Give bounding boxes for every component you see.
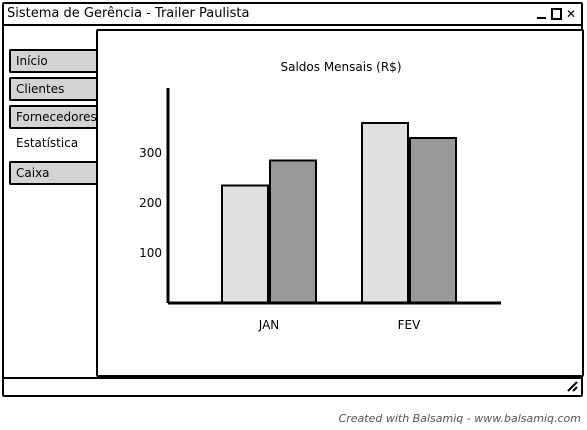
status-bar [4, 377, 581, 395]
tab-estatistica[interactable]: Estatística [11, 133, 100, 157]
bar-jan-2 [269, 159, 317, 304]
close-button[interactable]: ✕ [565, 7, 577, 21]
x-tick-label: FEV [398, 318, 421, 332]
window-controls: ✕ [535, 5, 577, 23]
balsamiq-credit: Created with Balsamiq - www.balsamiq.com [338, 412, 581, 425]
minimize-icon [536, 17, 546, 19]
tab-caixa[interactable]: Caixa [9, 161, 98, 185]
title-bar[interactable]: Sistema de Gerência - Trailer Paulista ✕ [4, 4, 581, 26]
app-window: Sistema de Gerência - Trailer Paulista ✕… [2, 2, 584, 397]
tab-fornecedores[interactable]: Fornecedores [9, 105, 98, 129]
bar-fev-2 [409, 137, 457, 304]
window-title: Sistema de Gerência - Trailer Paulista [7, 6, 250, 21]
tab-clientes[interactable]: Clientes [9, 77, 98, 101]
tab-inicio[interactable]: Início [9, 49, 98, 73]
chart-title: Saldos Mensais (R$) [280, 60, 401, 74]
bar-chart: Saldos Mensais (R$) 100 200 300 JAN FEV [139, 60, 501, 332]
x-tick-label: JAN [258, 318, 280, 332]
y-tick-label: 100 [139, 246, 162, 260]
chart-bars [221, 122, 457, 304]
tab-label: Estatística [16, 136, 79, 150]
bar-jan-1 [221, 184, 269, 304]
statistics-panel: Saldos Mensais (R$) 100 200 300 JAN FEV [96, 29, 584, 377]
maximize-icon [550, 8, 562, 20]
y-tick-labels: 100 200 300 [139, 146, 162, 260]
tab-label: Clientes [16, 82, 65, 96]
y-tick-label: 300 [139, 146, 162, 160]
maximize-button[interactable] [550, 7, 562, 21]
chart-axes [166, 88, 501, 305]
tab-label: Caixa [16, 166, 50, 180]
tab-label: Fornecedores [16, 110, 97, 124]
minimize-button[interactable] [535, 7, 547, 21]
resize-grip-icon[interactable] [566, 380, 578, 392]
close-icon: ✕ [565, 7, 577, 21]
x-tick-labels: JAN FEV [258, 318, 421, 332]
y-tick-label: 200 [139, 196, 162, 210]
bar-fev-1 [361, 122, 409, 304]
tab-label: Início [16, 54, 48, 68]
